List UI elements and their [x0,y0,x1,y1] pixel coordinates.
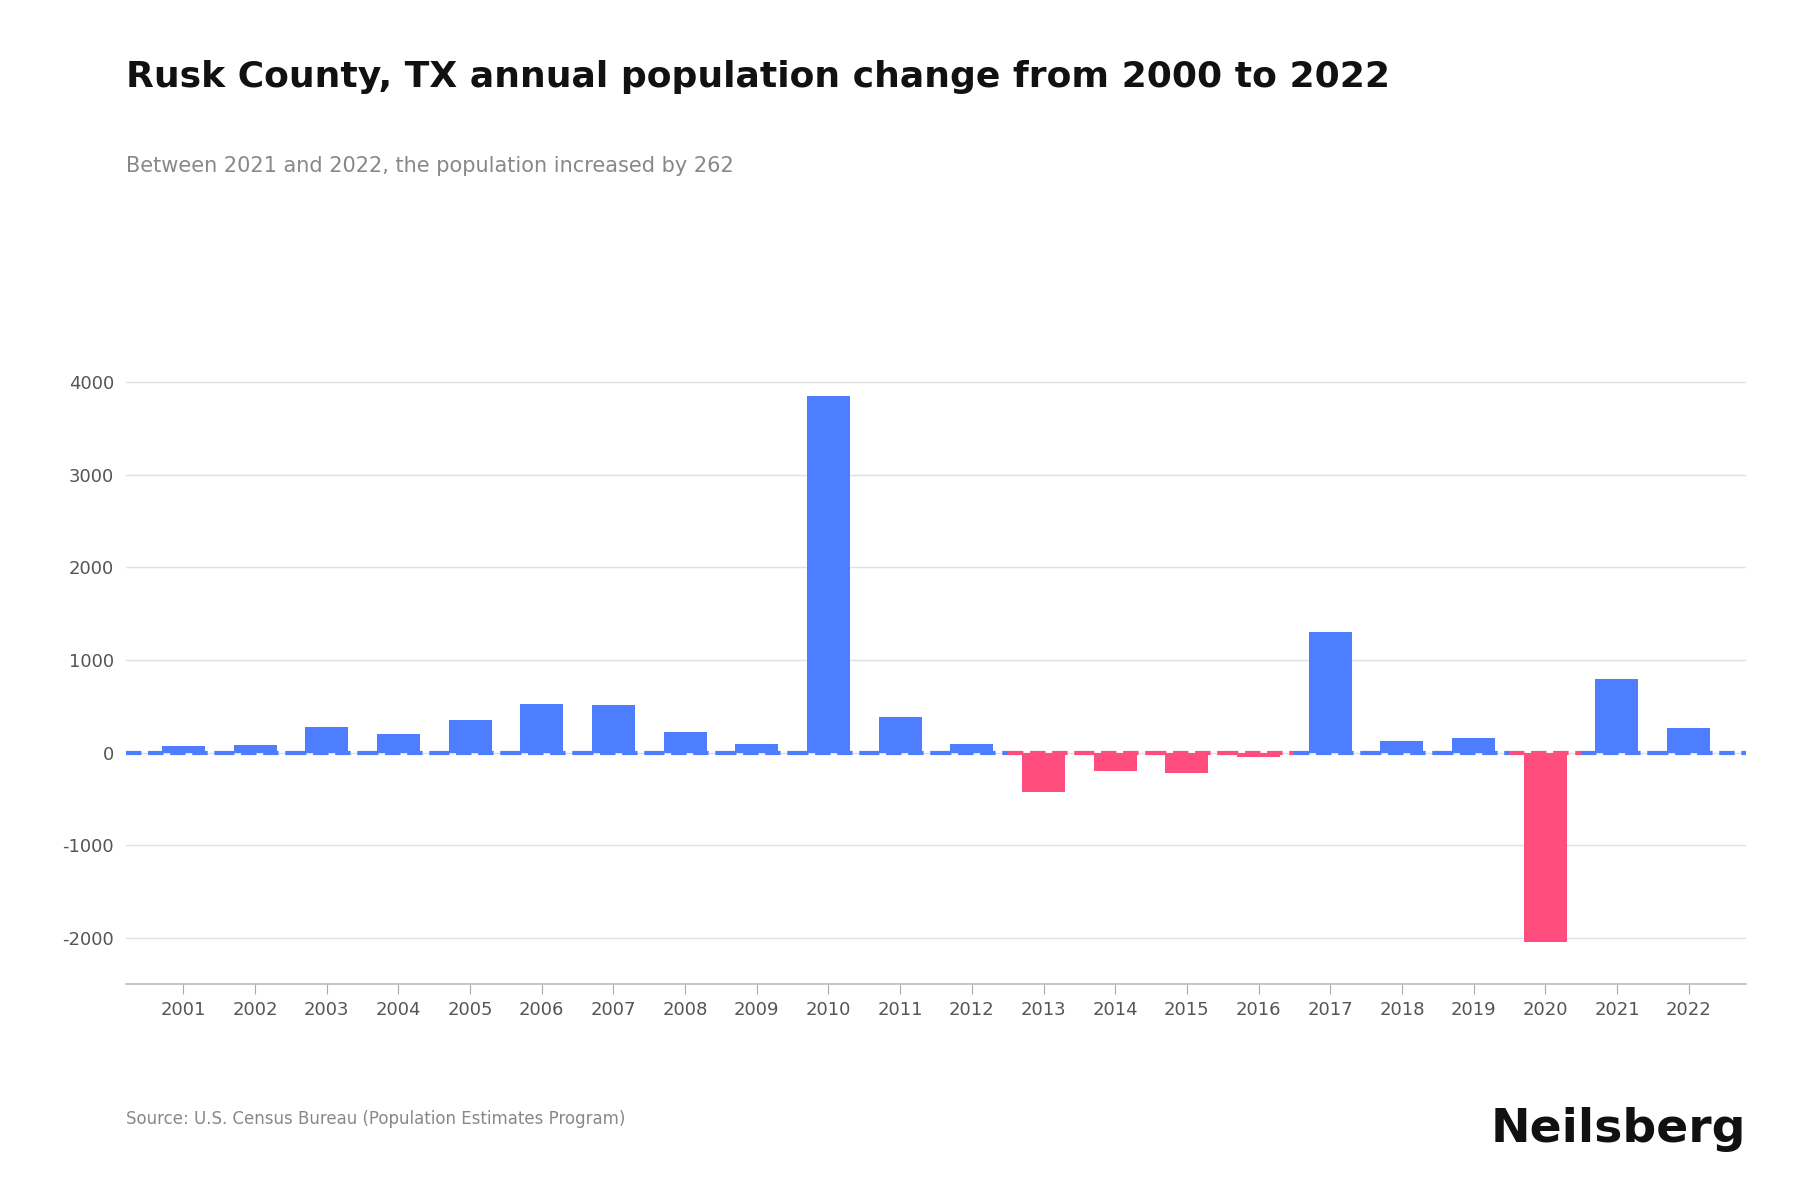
Bar [1237,752,1280,757]
Bar [306,727,347,752]
Bar [734,744,778,752]
Bar [592,706,635,752]
Bar [1165,752,1208,773]
Bar [1595,678,1638,752]
Bar [950,744,994,752]
Text: Rusk County, TX annual population change from 2000 to 2022: Rusk County, TX annual population change… [126,60,1390,94]
Bar [162,745,205,752]
Bar [1022,752,1066,792]
Bar [1453,738,1496,752]
Bar [806,396,850,752]
Bar [1381,740,1424,752]
Bar [520,704,563,752]
Bar [878,718,922,752]
Text: Between 2021 and 2022, the population increased by 262: Between 2021 and 2022, the population in… [126,156,734,176]
Bar [448,720,491,752]
Bar [1309,632,1352,752]
Bar [1525,752,1566,942]
Text: Neilsberg: Neilsberg [1490,1106,1746,1152]
Bar [1094,752,1138,772]
Bar [664,732,707,752]
Bar [1667,728,1710,752]
Bar [234,745,277,752]
Bar [376,734,419,752]
Text: Source: U.S. Census Bureau (Population Estimates Program): Source: U.S. Census Bureau (Population E… [126,1110,625,1128]
